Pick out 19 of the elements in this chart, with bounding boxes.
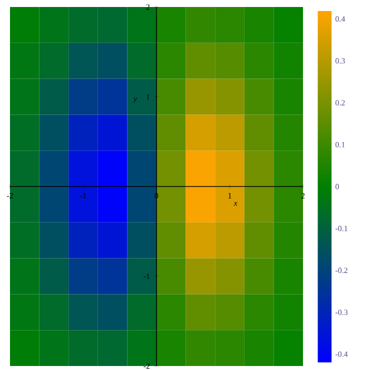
color-bar-label: -0.2	[335, 268, 348, 274]
y-tick-label: 1	[146, 94, 150, 100]
color-bar-label: 0.4	[335, 16, 346, 22]
color-bar-label: -0.1	[335, 226, 348, 232]
x-tick-label: 0	[154, 193, 158, 198]
x-tick-label: 1	[228, 193, 232, 198]
color-bar-label: 0.3	[335, 58, 345, 64]
y-tick-label: -2	[144, 363, 150, 369]
x-tick-label: -1	[80, 193, 86, 198]
y-tick-label: -1	[144, 274, 150, 279]
x-tick-label: -2	[6, 193, 13, 198]
y-tick-label: 2	[146, 4, 150, 10]
x-axis-title: x	[234, 202, 238, 206]
y-axis-title: y	[132, 98, 137, 104]
color-bar-label: -0.3	[335, 310, 348, 316]
color-bar-label: -0.4	[335, 351, 348, 357]
color-bar-label: 0	[335, 184, 339, 190]
color-bar-label: 0.1	[335, 142, 345, 148]
color-bar-label: 0.2	[335, 100, 345, 106]
